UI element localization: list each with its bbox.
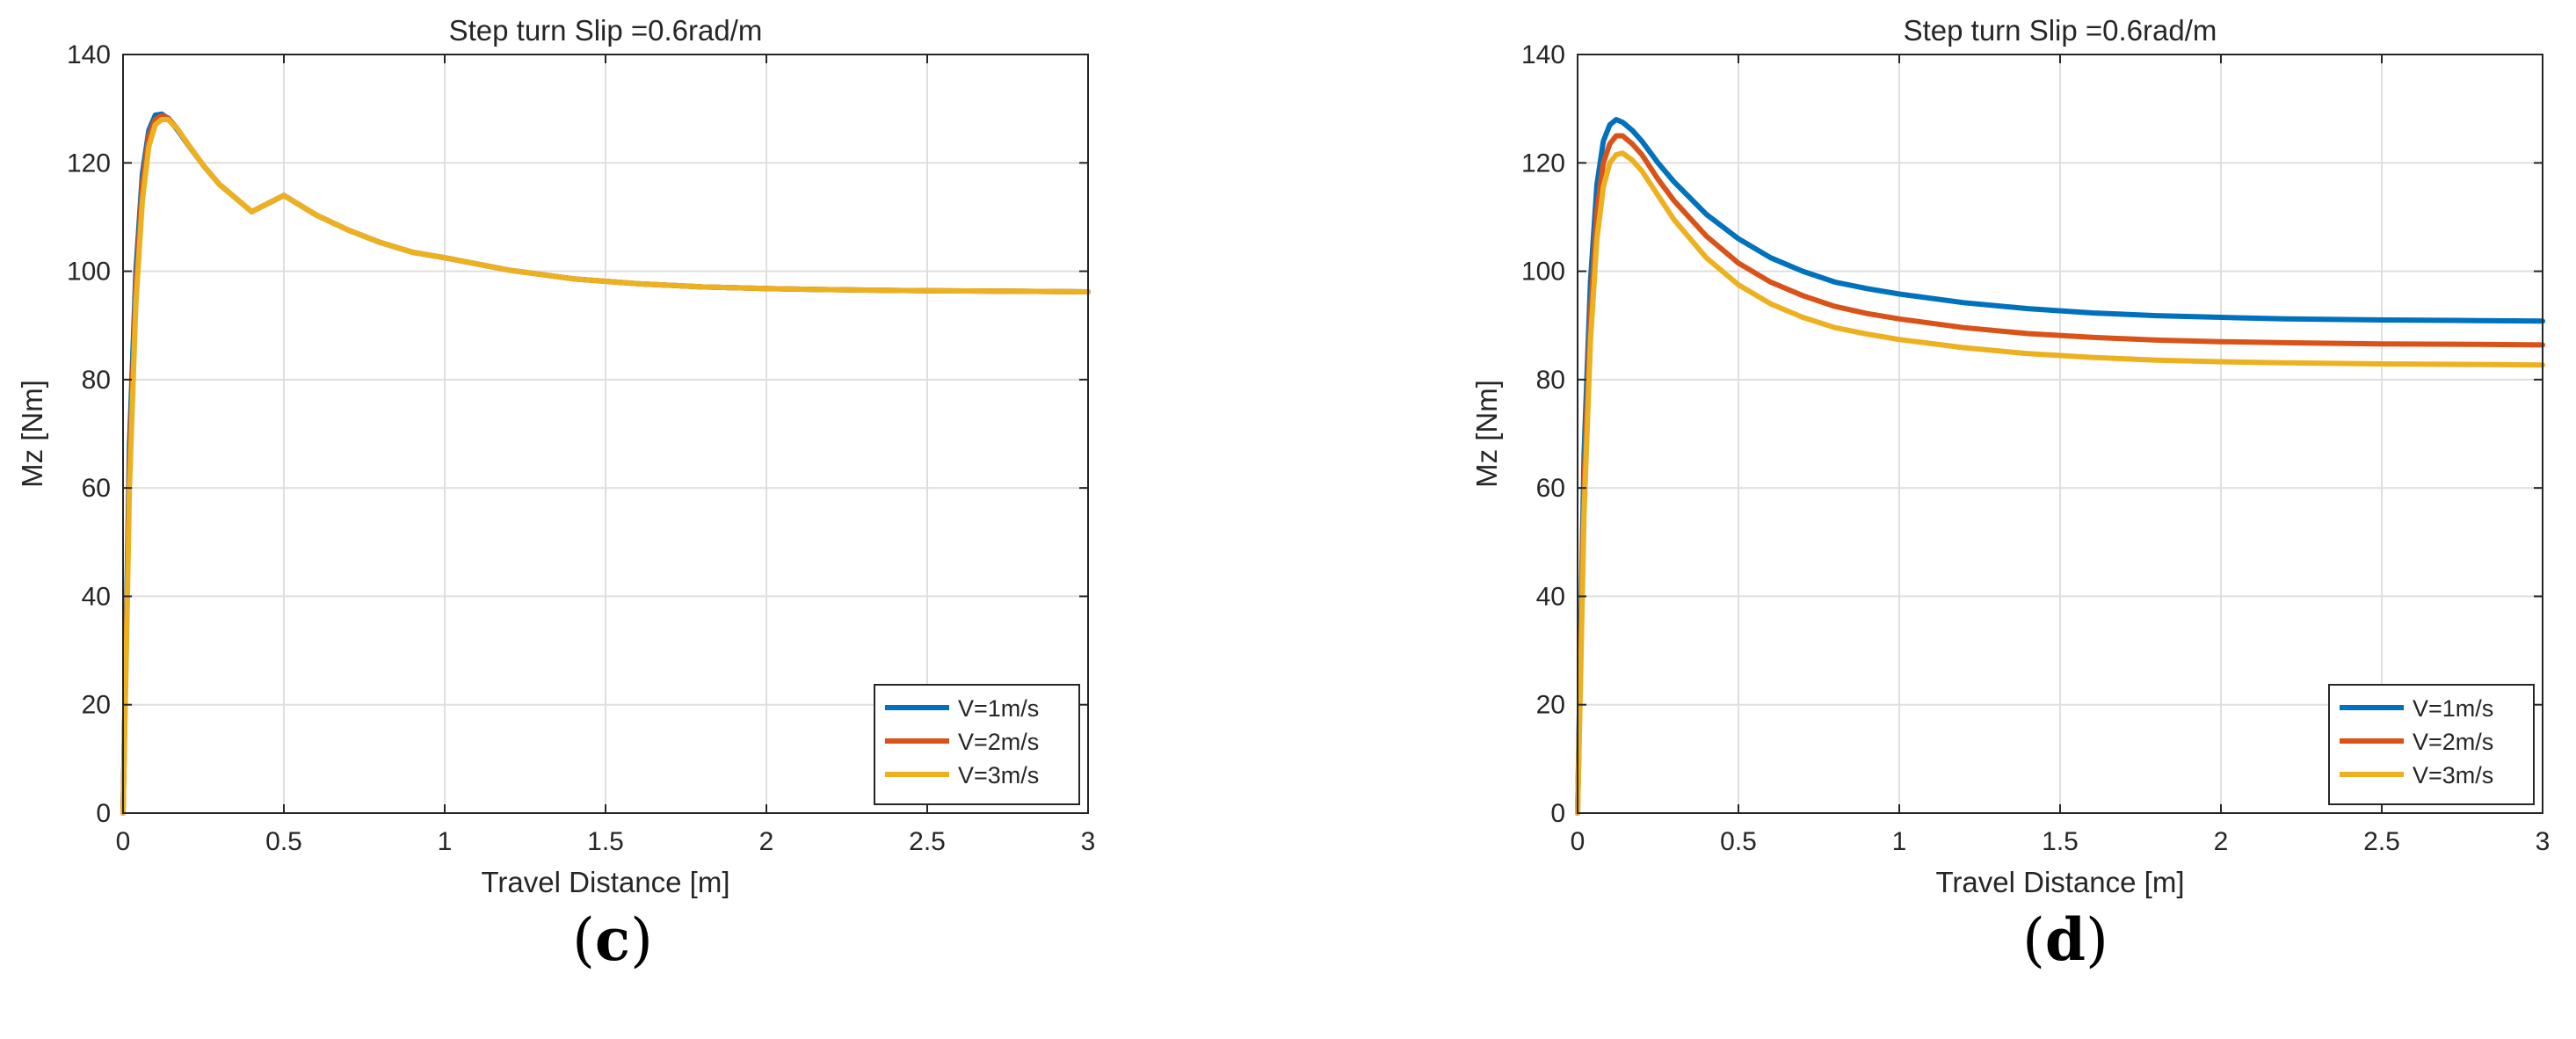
x-tick-label: 0 xyxy=(116,827,131,856)
legend-label-1: V=1m/s xyxy=(2413,695,2493,722)
series-line-2 xyxy=(1575,133,2545,816)
legend: V=1m/s V=2m/s V=3m/s xyxy=(874,684,1080,805)
x-tick-label: 0.5 xyxy=(265,827,302,856)
chart-title: Step turn Slip =0.6rad/m xyxy=(1904,14,2217,47)
series-line-1 xyxy=(1575,117,2545,816)
legend-label-2: V=2m/s xyxy=(958,729,1039,755)
y-tick-label: 140 xyxy=(67,40,111,69)
y-tick-label: 20 xyxy=(1536,691,1565,720)
y-tick-label: 60 xyxy=(82,474,111,503)
y-tick-label: 40 xyxy=(82,582,111,611)
x-tick-label: 1.5 xyxy=(587,827,624,856)
y-tick-label: 120 xyxy=(1521,149,1565,178)
y-tick-label: 0 xyxy=(96,799,111,828)
y-tick-label: 140 xyxy=(1521,40,1565,69)
y-axis-label: Mz [Nm] xyxy=(16,380,48,488)
y-axis-label: Mz [Nm] xyxy=(1470,380,1503,488)
x-axis-label: Travel Distance [m] xyxy=(1935,866,2184,898)
x-tick-label: 0.5 xyxy=(1720,827,1757,856)
legend-box xyxy=(2328,684,2535,805)
x-tick-label: 1 xyxy=(1892,827,1907,856)
y-tick-label: 80 xyxy=(82,366,111,395)
x-tick-label: 2 xyxy=(2214,827,2229,856)
x-tick-label: 1 xyxy=(438,827,453,856)
chart-panel-c: 0 0.5 1 1.5 2 2.5 3 0 20 40 60 80 100 120 140 Step turn… xyxy=(16,14,1095,898)
y-tick-label: 20 xyxy=(82,691,111,720)
y-tick-label: 0 xyxy=(1550,799,1565,828)
x-tick-label: 3 xyxy=(1081,827,1096,856)
panel-label-c: (c) xyxy=(572,905,653,974)
legend: V=1m/s V=2m/s V=3m/s xyxy=(2328,684,2535,805)
y-tick-label: 100 xyxy=(1521,258,1565,287)
chart-title: Step turn Slip =0.6rad/m xyxy=(449,14,763,47)
series-line-3 xyxy=(1575,150,2545,816)
legend-label-1: V=1m/s xyxy=(958,695,1039,722)
chart-panel-d: 0 0.5 1 1.5 2 2.5 3 0 20 40 60 80 100 120 140 Step turn… xyxy=(1470,14,2550,898)
x-tick-label: 3 xyxy=(2536,827,2551,856)
x-axis-label: Travel Distance [m] xyxy=(481,866,729,898)
x-tick-label: 2 xyxy=(759,827,774,856)
legend-label-3: V=3m/s xyxy=(2413,762,2493,788)
x-tick-label: 2.5 xyxy=(2363,827,2400,856)
x-tick-label: 2.5 xyxy=(909,827,946,856)
y-tick-label: 80 xyxy=(1536,366,1565,395)
y-tick-label: 60 xyxy=(1536,474,1565,503)
x-tick-label: 1.5 xyxy=(2042,827,2079,856)
legend-label-3: V=3m/s xyxy=(958,762,1039,788)
x-tick-label: 0 xyxy=(1571,827,1586,856)
y-tick-label: 120 xyxy=(67,149,111,178)
legend-label-2: V=2m/s xyxy=(2413,729,2493,755)
y-tick-label: 40 xyxy=(1536,582,1565,611)
y-tick-label: 100 xyxy=(67,258,111,287)
legend-box xyxy=(874,684,1080,805)
panel-label-d: (d) xyxy=(2022,905,2108,974)
series-line-3 xyxy=(120,117,1091,816)
